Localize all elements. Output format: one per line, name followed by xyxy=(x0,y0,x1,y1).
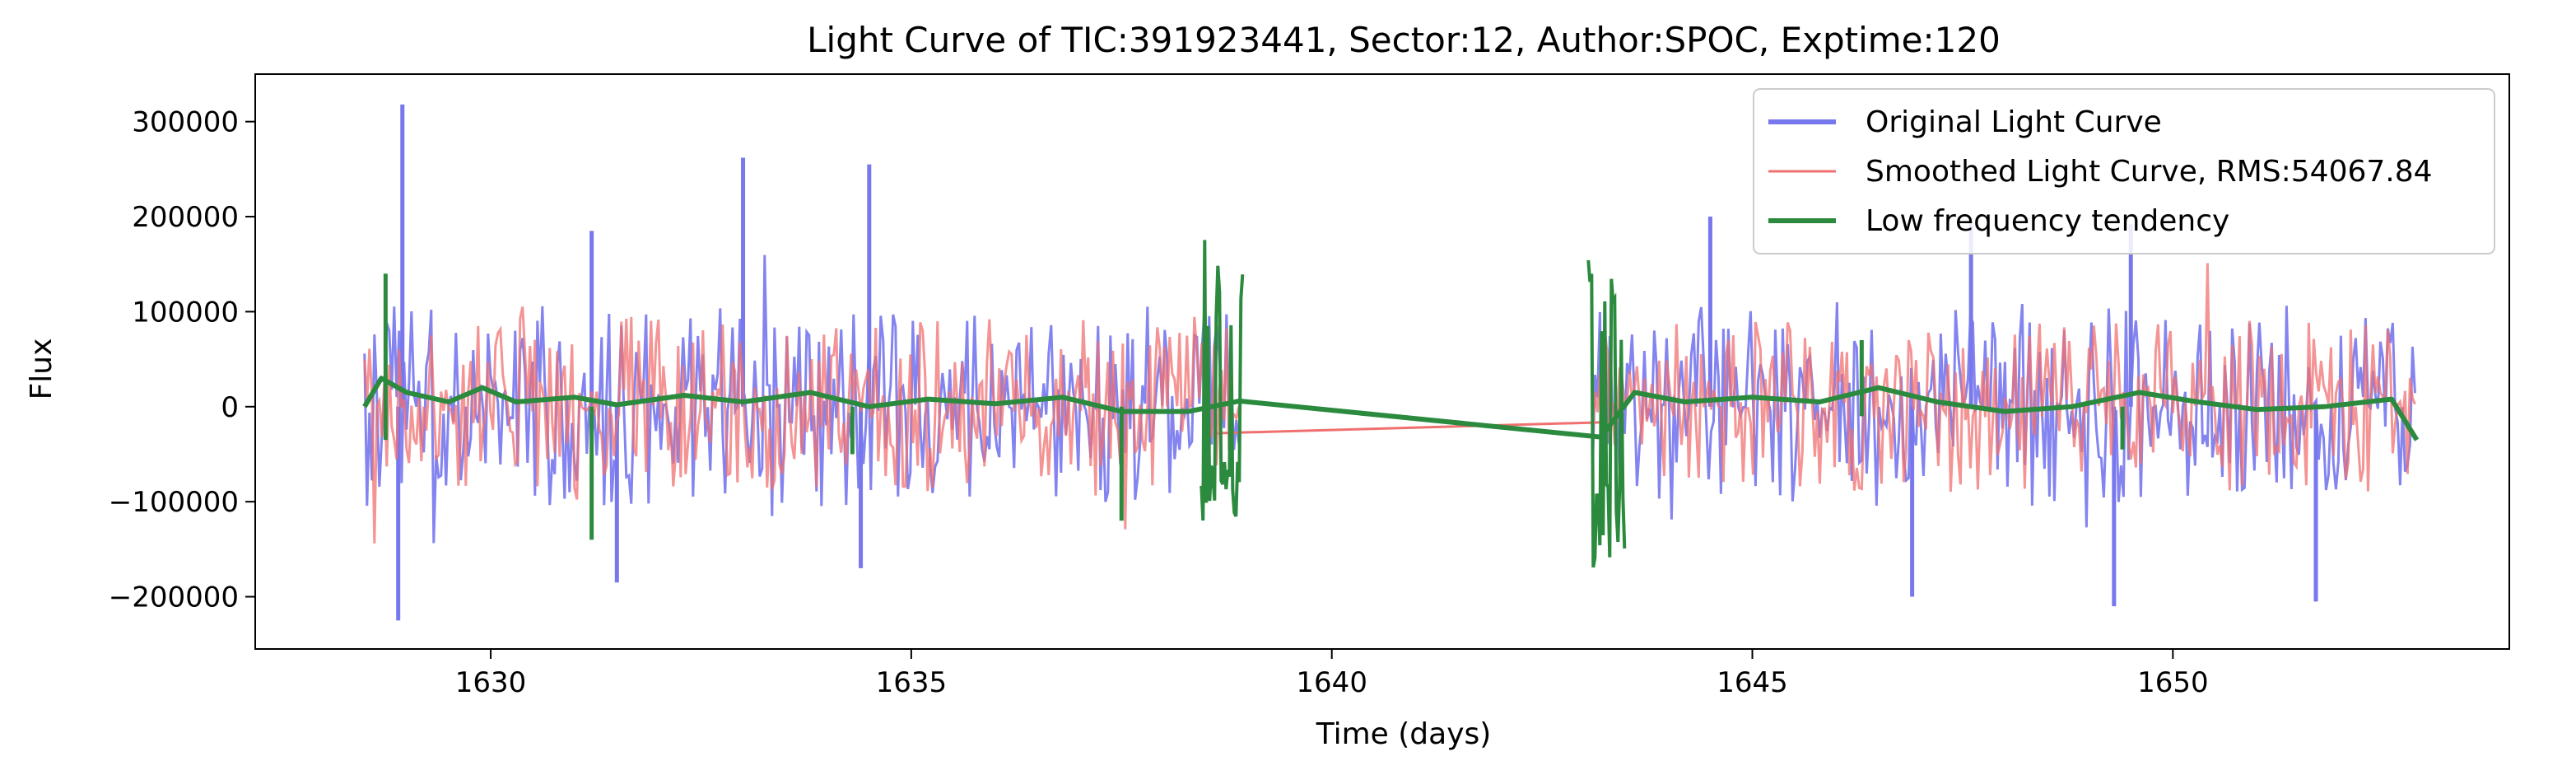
x-tick-label: 1645 xyxy=(1717,666,1788,699)
series-layer xyxy=(362,104,2420,621)
chart-title: Light Curve of TIC:391923441, Sector:12,… xyxy=(807,20,2001,60)
y-tick-label: 200000 xyxy=(132,201,239,234)
y-tick-label: −200000 xyxy=(109,581,239,614)
plot-frame xyxy=(254,73,2510,650)
series-original-extremes xyxy=(396,104,2318,621)
y-tick-label: −100000 xyxy=(109,486,239,519)
x-tick-label: 1640 xyxy=(1296,666,1367,699)
x-tick-label: 1635 xyxy=(876,666,948,699)
series-smoothed-line xyxy=(363,263,2416,544)
series-smoothed-gap-line xyxy=(1213,420,1619,435)
series-trend-bursts xyxy=(1199,240,1627,568)
y-tick-label: 100000 xyxy=(132,296,239,329)
series-trend-line xyxy=(362,376,2420,441)
x-tick-label: 1650 xyxy=(2137,666,2209,699)
x-axis: 1630 1635 1640 1645 1650 xyxy=(455,649,2209,699)
legend-label-trend: Low frequency tendency xyxy=(1866,204,2229,238)
y-axis: 300000 200000 100000 0 −100000 −200000 xyxy=(109,106,255,614)
y-axis-label: Flux xyxy=(25,338,58,400)
x-axis-label: Time (days) xyxy=(1316,717,1492,751)
x-tick-label: 1630 xyxy=(455,666,527,699)
legend-box xyxy=(1753,88,2495,254)
y-tick-label: 0 xyxy=(221,391,239,424)
series-trend-spikes xyxy=(383,273,2125,540)
y-tick-label: 300000 xyxy=(132,106,239,139)
legend: Original Light Curve Smoothed Light Curv… xyxy=(1753,88,2495,254)
legend-label-smoothed: Smoothed Light Curve, RMS:54067.84 xyxy=(1866,155,2433,189)
legend-label-original: Original Light Curve xyxy=(1866,105,2162,139)
